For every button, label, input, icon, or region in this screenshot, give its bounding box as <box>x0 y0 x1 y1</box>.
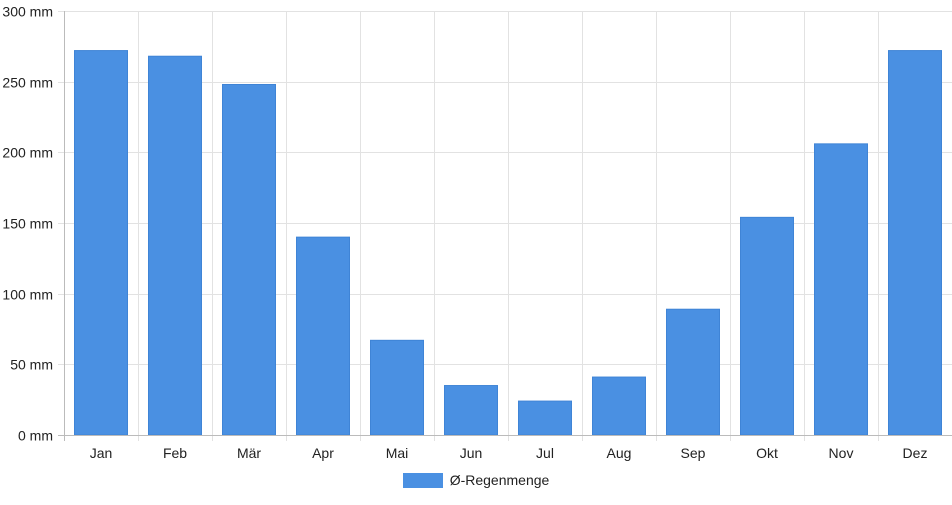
x-tick-label: Jan <box>90 445 113 461</box>
x-tick-label: Nov <box>829 445 854 461</box>
y-tick-label: 100 mm <box>2 287 53 303</box>
y-tick-label: 250 mm <box>2 75 53 91</box>
axes <box>64 11 952 436</box>
bar-jul[interactable] <box>518 400 572 436</box>
x-tick-label: Mai <box>386 445 409 461</box>
x-tick-label: Okt <box>756 445 778 461</box>
bar-mai[interactable] <box>370 339 424 436</box>
bar-dez[interactable] <box>888 50 942 436</box>
bar-aug[interactable] <box>592 376 646 436</box>
y-tick-label: 200 mm <box>2 145 53 161</box>
x-tick-label: Aug <box>607 445 632 461</box>
y-tick-label: 300 mm <box>2 4 53 20</box>
x-tick-label: Jul <box>536 445 554 461</box>
x-tick-label: Sep <box>681 445 706 461</box>
grid-lines <box>58 11 952 441</box>
x-tick-label: Feb <box>163 445 187 461</box>
legend-swatch <box>402 472 443 488</box>
bar-feb[interactable] <box>148 55 202 436</box>
y-tick-label: 150 mm <box>2 216 53 232</box>
x-tick-label: Jun <box>460 445 483 461</box>
bar-jan[interactable] <box>74 50 128 436</box>
x-tick-label: Apr <box>312 445 334 461</box>
x-tick-label: Dez <box>903 445 928 461</box>
bar-jun[interactable] <box>444 385 498 436</box>
legend-label: Ø-Regenmenge <box>449 472 550 488</box>
x-tick-label: Mär <box>237 445 261 461</box>
bar-okt[interactable] <box>740 216 794 436</box>
chart-legend[interactable]: Ø-Regenmenge <box>0 472 952 488</box>
bar-mär[interactable] <box>222 83 276 436</box>
bar-sep[interactable] <box>666 308 720 436</box>
y-tick-label: 0 mm <box>18 428 53 444</box>
axis-tick-labels: 0 mm 50 mm 100 mm 150 mm 200 mm 250 mm 300 mm J… <box>2 4 927 462</box>
bar-apr[interactable] <box>296 236 350 436</box>
bar-group <box>74 50 942 436</box>
bar-nov[interactable] <box>814 143 868 436</box>
y-tick-label: 50 mm <box>10 357 53 373</box>
